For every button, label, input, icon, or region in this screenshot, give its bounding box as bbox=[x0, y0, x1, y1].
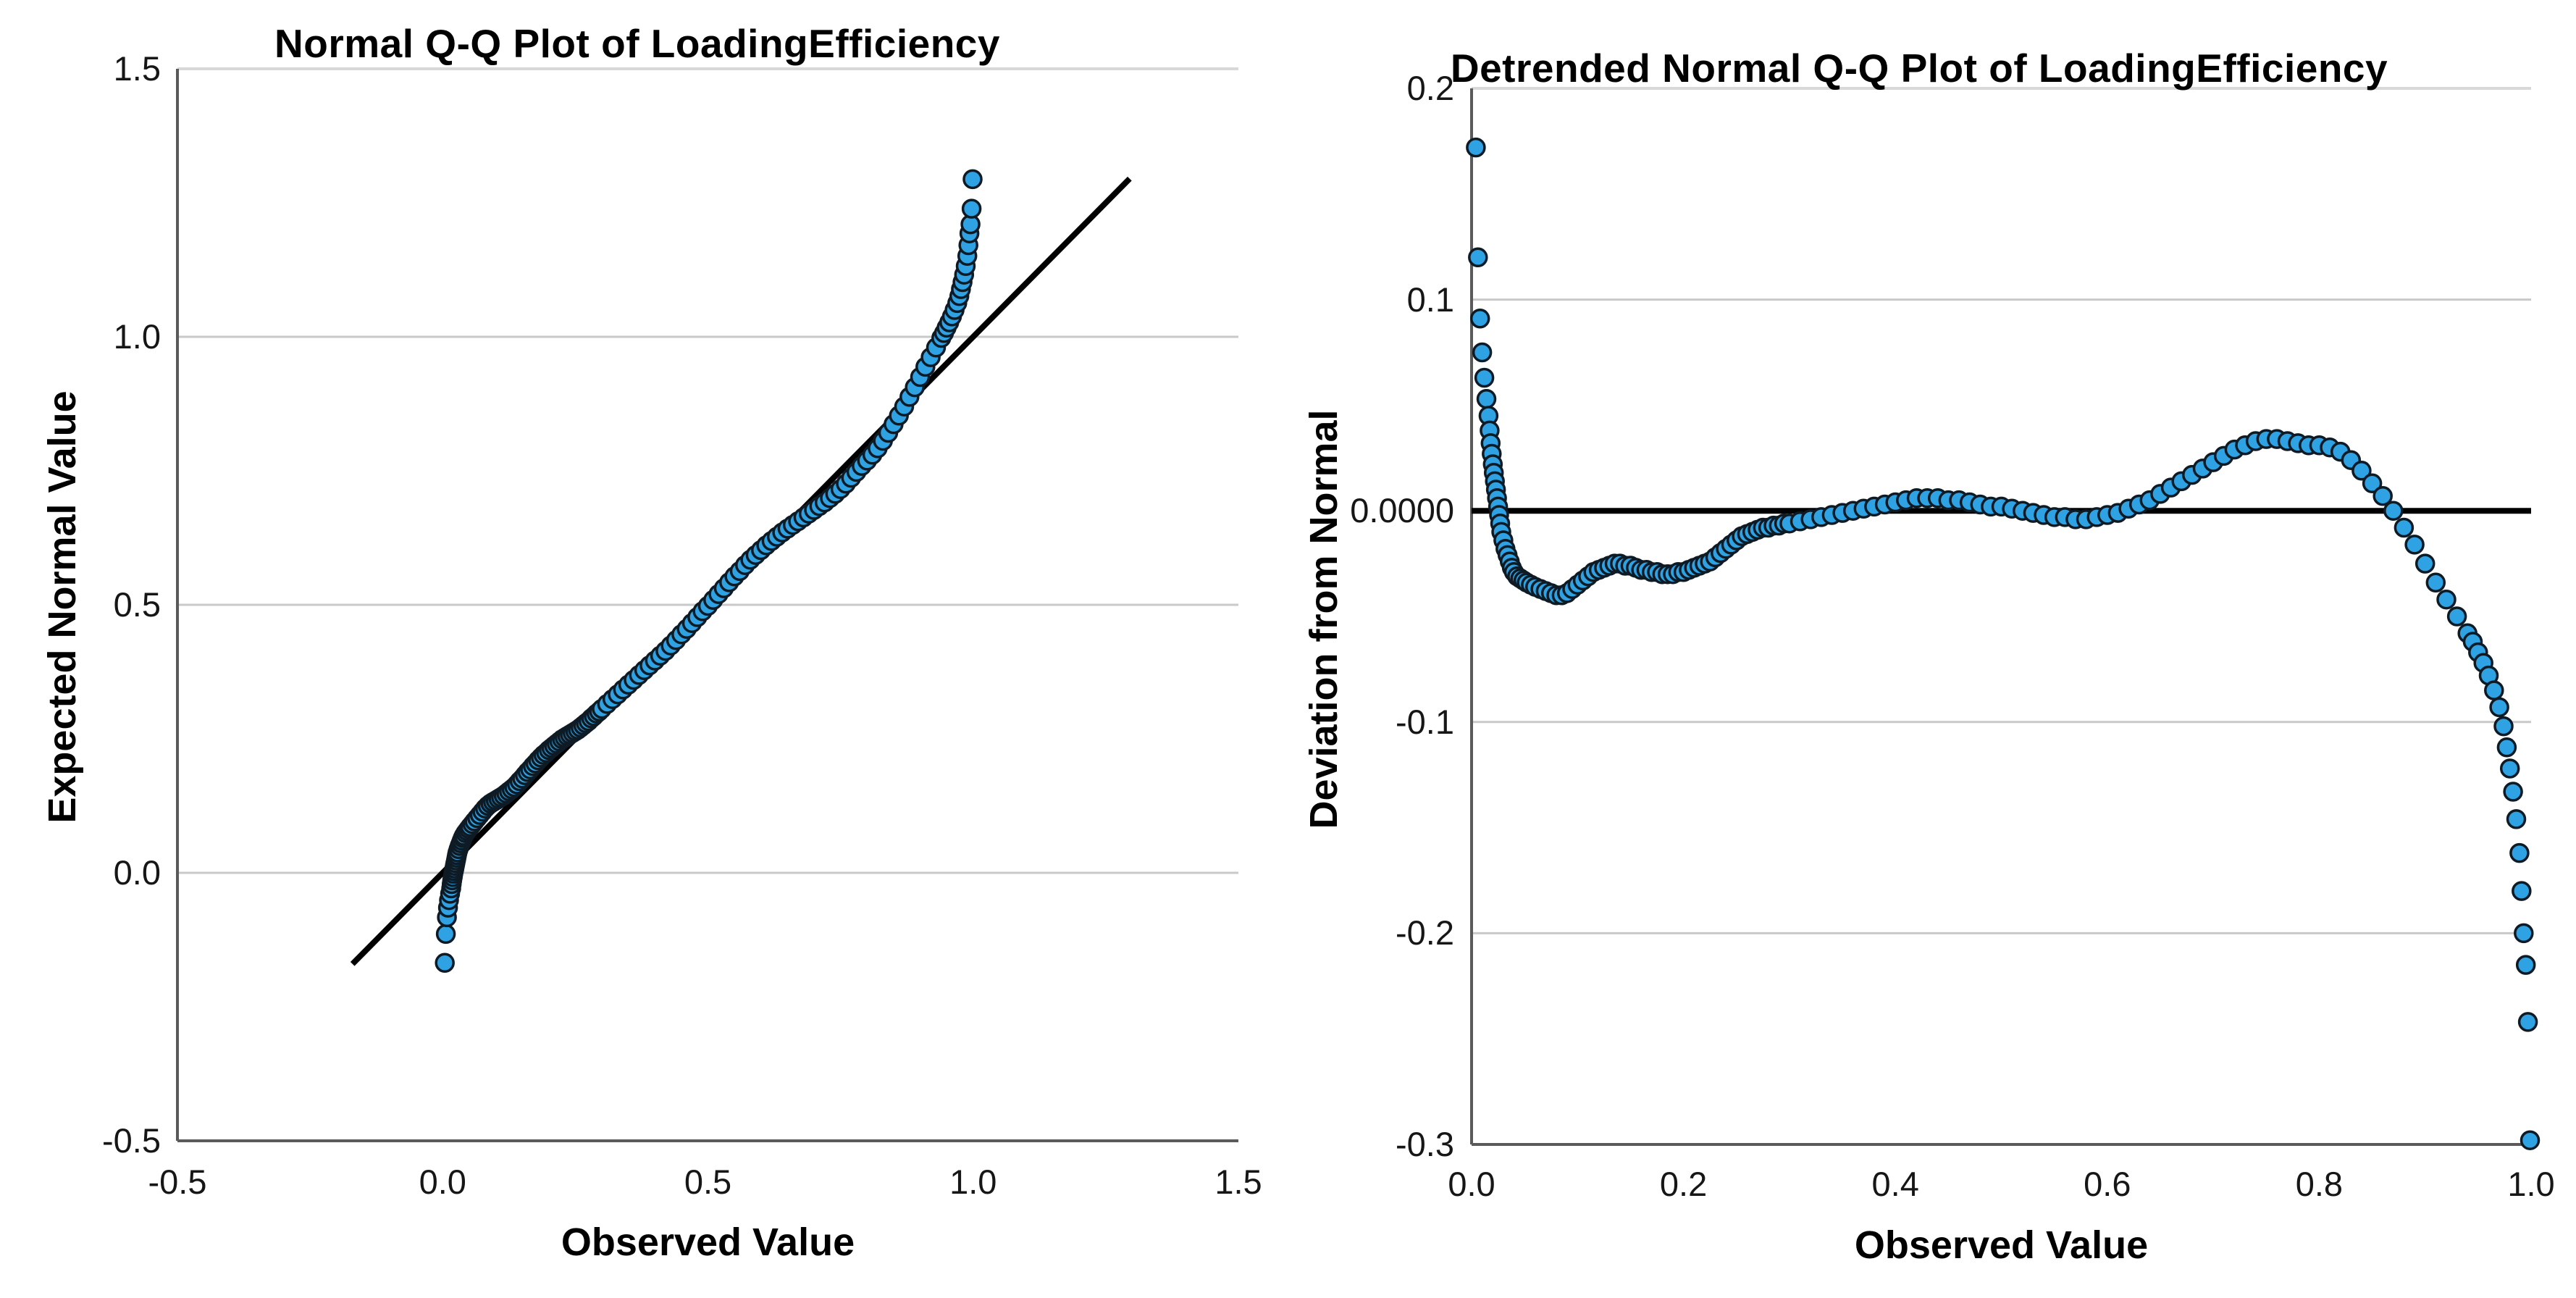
data-point bbox=[2372, 486, 2393, 506]
x-tick-label: 0.6 bbox=[2084, 1165, 2131, 1203]
data-point bbox=[1469, 309, 1490, 329]
data-point bbox=[1472, 342, 1493, 363]
data-point bbox=[435, 924, 456, 945]
data-point bbox=[2512, 881, 2532, 901]
x-tick-label: 0.4 bbox=[1871, 1165, 1919, 1203]
data-point bbox=[2489, 697, 2509, 718]
data-point bbox=[2404, 535, 2425, 555]
x-tick-label: 0.8 bbox=[2295, 1165, 2344, 1203]
x-tick-label: 1.5 bbox=[1214, 1163, 1262, 1201]
y-tick-label: 0.1 bbox=[1406, 280, 1454, 319]
data-point bbox=[2514, 923, 2534, 944]
y-tick-label: 0.2 bbox=[1406, 69, 1454, 107]
data-point bbox=[2383, 501, 2404, 521]
y-tick-label: 1.5 bbox=[113, 49, 161, 88]
x-tick-label: 0.5 bbox=[684, 1163, 732, 1201]
data-point bbox=[1468, 247, 1488, 268]
data-point bbox=[435, 952, 455, 973]
data-point bbox=[2509, 842, 2530, 863]
data-point bbox=[2425, 572, 2446, 593]
y-tick-label: -0.1 bbox=[1396, 702, 1454, 741]
y-tick-label: -0.2 bbox=[1396, 913, 1454, 952]
data-point bbox=[2496, 737, 2517, 758]
x-tick-label: 0.2 bbox=[1659, 1165, 1708, 1203]
data-point bbox=[961, 198, 982, 219]
data-point bbox=[1476, 388, 1497, 409]
data-point bbox=[2499, 758, 2520, 779]
data-point bbox=[2351, 461, 2372, 481]
data-point bbox=[2394, 517, 2415, 538]
y-tick-label: 0.0 bbox=[113, 853, 161, 892]
data-point bbox=[2446, 606, 2467, 627]
data-point bbox=[1474, 367, 1495, 388]
x-tick-label: 0.0 bbox=[1448, 1165, 1495, 1203]
x-tick-label: 1.0 bbox=[2507, 1165, 2555, 1203]
data-point bbox=[2484, 680, 2504, 700]
y-tick-label: 0.0000 bbox=[1350, 491, 1454, 530]
data-point bbox=[2515, 955, 2536, 975]
data-point bbox=[2436, 589, 2457, 610]
data-point bbox=[2520, 1130, 2541, 1150]
y-tick-label: 0.5 bbox=[113, 585, 161, 624]
x-tick-label: 1.0 bbox=[949, 1163, 997, 1201]
data-point bbox=[2503, 782, 2523, 802]
y-tick-label: -0.5 bbox=[102, 1121, 161, 1160]
data-point bbox=[2362, 473, 2383, 494]
data-point bbox=[2493, 716, 2514, 737]
y-tick-label: 1.0 bbox=[113, 317, 161, 356]
data-point bbox=[2506, 809, 2527, 829]
data-point bbox=[2517, 1012, 2538, 1032]
x-tick-label: 0.0 bbox=[419, 1163, 466, 1201]
data-point bbox=[962, 169, 983, 190]
data-point bbox=[2415, 553, 2436, 574]
y-tick-label: -0.3 bbox=[1396, 1125, 1454, 1163]
x-tick-label: -0.5 bbox=[148, 1163, 207, 1201]
data-point bbox=[1466, 137, 1486, 158]
